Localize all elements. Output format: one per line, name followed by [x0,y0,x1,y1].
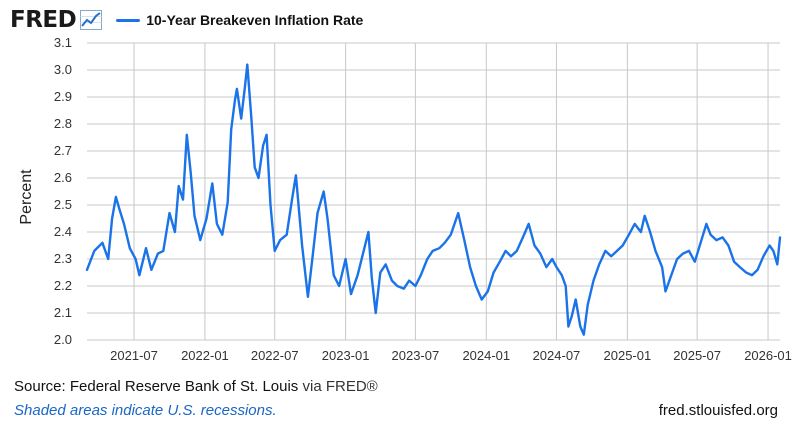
legend-swatch [116,18,141,22]
recession-note: Shaded areas indicate U.S. recessions. [14,402,277,419]
chart-header: FRED 10-Year Breakeven Inflation Rate [10,6,363,34]
legend-series-label: 10-Year Breakeven Inflation Rate [146,12,364,28]
x-tick-label: 2022-07 [251,348,299,363]
x-tick-label: 2025-07 [673,348,721,363]
source-credit: Source: Federal Reserve Bank of St. Loui… [14,378,378,395]
y-tick-label: 2.4 [54,224,72,239]
series-layer [85,63,782,336]
x-tick-label: 2023-01 [322,348,370,363]
y-tick-label: 2.9 [54,89,72,104]
y-axis-title: Percent [18,169,35,225]
y-tick-label: 2.7 [54,143,72,158]
grid-lines [87,42,780,341]
series-line [85,63,782,336]
y-tick-label: 2.3 [54,251,72,266]
x-tick-label: 2025-01 [604,348,652,363]
fred-logo[interactable]: FRED [10,7,77,33]
fred-url[interactable]: fred.stlouisfed.org [658,402,778,419]
y-tick-label: 3.0 [54,62,72,77]
y-tick-label: 3.1 [54,35,72,50]
x-tick-label: 2021-07 [110,348,158,363]
via-fred-link[interactable]: via FRED® [302,378,378,395]
y-tick-label: 2.0 [54,332,72,347]
x-tick-label: 2024-01 [462,348,510,363]
x-tick-labels: 2021-07 2022-01 2022-07 2023-01 2023-07 2024-… [110,348,792,363]
y-tick-labels: 2.0 2.1 2.2 2.3 2.4 2.5 2.6 2.7 2.8 2.9 3.0 3.1 [54,35,72,347]
x-tick-label: 2022-01 [181,348,229,363]
x-tick-label: 2026-01 [744,348,792,363]
y-tick-label: 2.2 [54,278,72,293]
y-tick-label: 2.5 [54,197,72,212]
x-tick-label: 2023-07 [392,348,440,363]
y-tick-label: 2.8 [54,116,72,131]
line-chart-icon [80,10,103,30]
y-tick-label: 2.1 [54,305,72,320]
source-text: Source: Federal Reserve Bank of St. Loui… [14,378,299,395]
y-tick-label: 2.6 [54,170,72,185]
x-tick-label: 2024-07 [533,348,581,363]
